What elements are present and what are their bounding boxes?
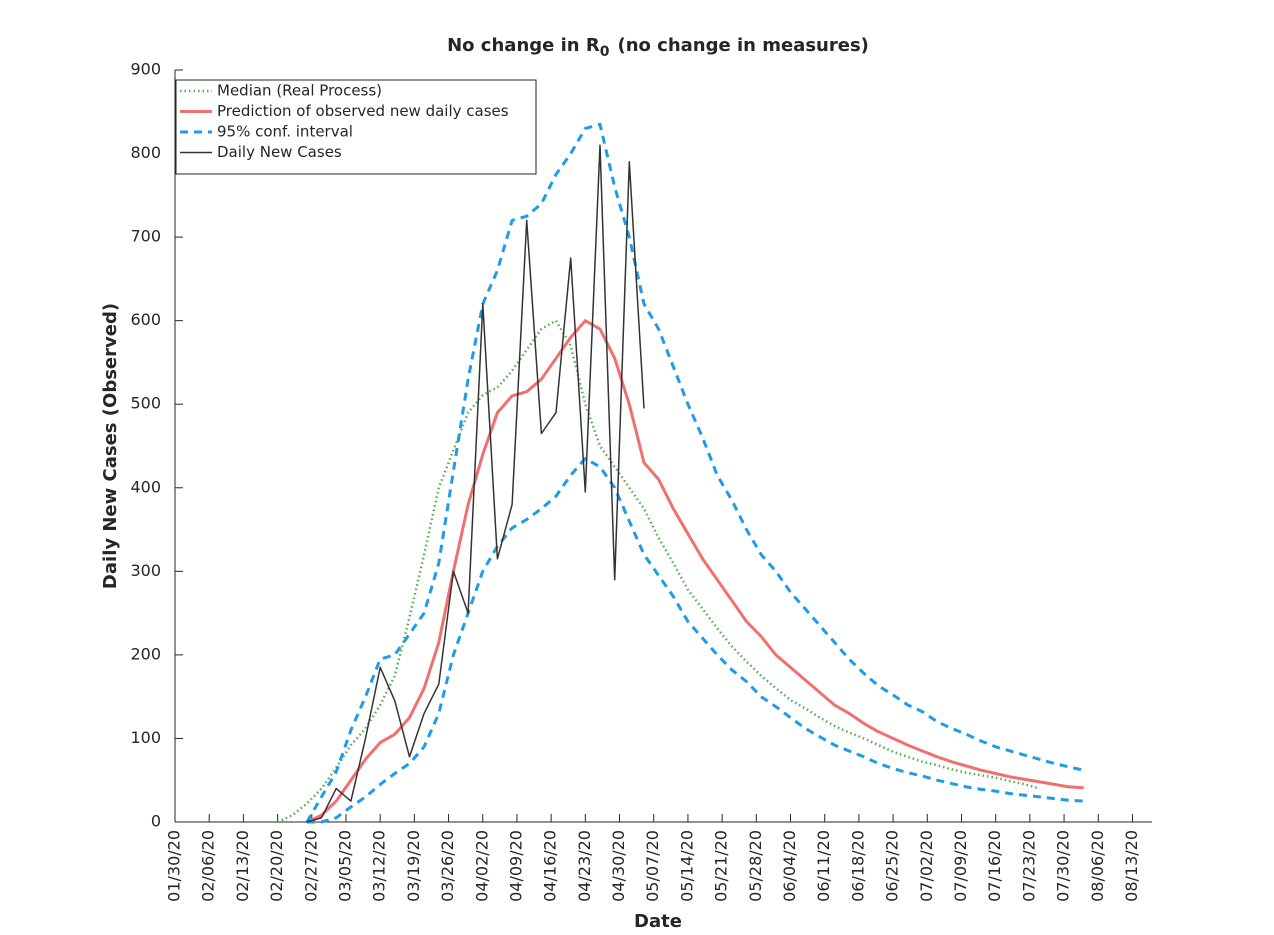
x-tick-label: 05/07/20 [643,830,662,902]
x-tick-label: 06/11/20 [814,830,833,902]
x-tick-label: 03/05/20 [335,830,354,902]
x-tick-label: 07/02/20 [917,830,936,902]
x-tick-label: 01/30/20 [165,830,184,902]
series-line [306,319,1084,824]
x-tick-label: 07/16/20 [985,830,1004,902]
x-tick-label: 05/21/20 [712,830,731,902]
y-tick-label: 400 [130,477,161,496]
x-tick-label: 04/02/20 [472,830,491,902]
x-tick-label: 02/13/20 [233,830,252,902]
legend-box [175,79,537,175]
y-tick-label: 200 [130,644,161,663]
x-tick-label: 08/13/20 [1122,830,1141,902]
x-tick-label: 06/04/20 [780,830,799,902]
y-axis-label: Daily New Cases (Observed) [100,303,121,589]
y-tick-label: 500 [130,394,161,413]
legend-label: 95% conf. interval [217,123,353,141]
x-tick-label: 08/06/20 [1088,830,1107,902]
x-tick-label: 02/06/20 [199,830,218,902]
y-tick-label: 900 [130,60,161,79]
x-tick-label: 03/26/20 [438,830,457,902]
x-tick-label: 04/30/20 [609,830,628,902]
series-line [306,144,645,823]
title-text: No change in R [447,35,600,56]
x-tick-label: 06/25/20 [883,830,902,902]
x-tick-label: 04/16/20 [541,830,560,902]
x-tick-label: 07/30/20 [1054,830,1073,902]
x-tick-label: 05/14/20 [677,830,696,902]
x-tick-label: 05/28/20 [746,830,765,902]
x-tick-label: 07/23/20 [1019,830,1038,902]
legend-label: Prediction of observed new daily cases [217,102,509,120]
legend-label: Daily New Cases [217,143,342,161]
x-tick-label: 03/12/20 [370,830,389,902]
y-tick-label: 100 [130,728,161,747]
y-tick-label: 700 [130,227,161,246]
title-text: (no change in measures) [617,35,868,56]
x-tick-label: 02/27/20 [301,830,320,902]
y-tick-label: 600 [130,310,161,329]
x-tick-label: 02/20/20 [267,830,286,902]
series-line [305,122,1084,823]
chart-title: No change in R0 (no change in measures) [447,35,869,60]
legend-label: Median (Real Process) [217,82,382,100]
x-tick-label: 04/23/20 [575,830,594,902]
y-tick-label: 0 [151,812,161,831]
y-tick-label: 800 [130,143,161,162]
x-axis-label: Date [634,911,682,932]
title-subscript: 0 [600,44,610,60]
x-tick-label: 04/09/20 [506,830,525,902]
series-line [306,457,1084,824]
x-tick-label: 03/19/20 [404,830,423,902]
x-tick-label: 07/09/20 [951,830,970,902]
x-tick-label: 06/18/20 [848,830,867,902]
y-tick-label: 300 [130,561,161,580]
series-line [277,319,1040,824]
